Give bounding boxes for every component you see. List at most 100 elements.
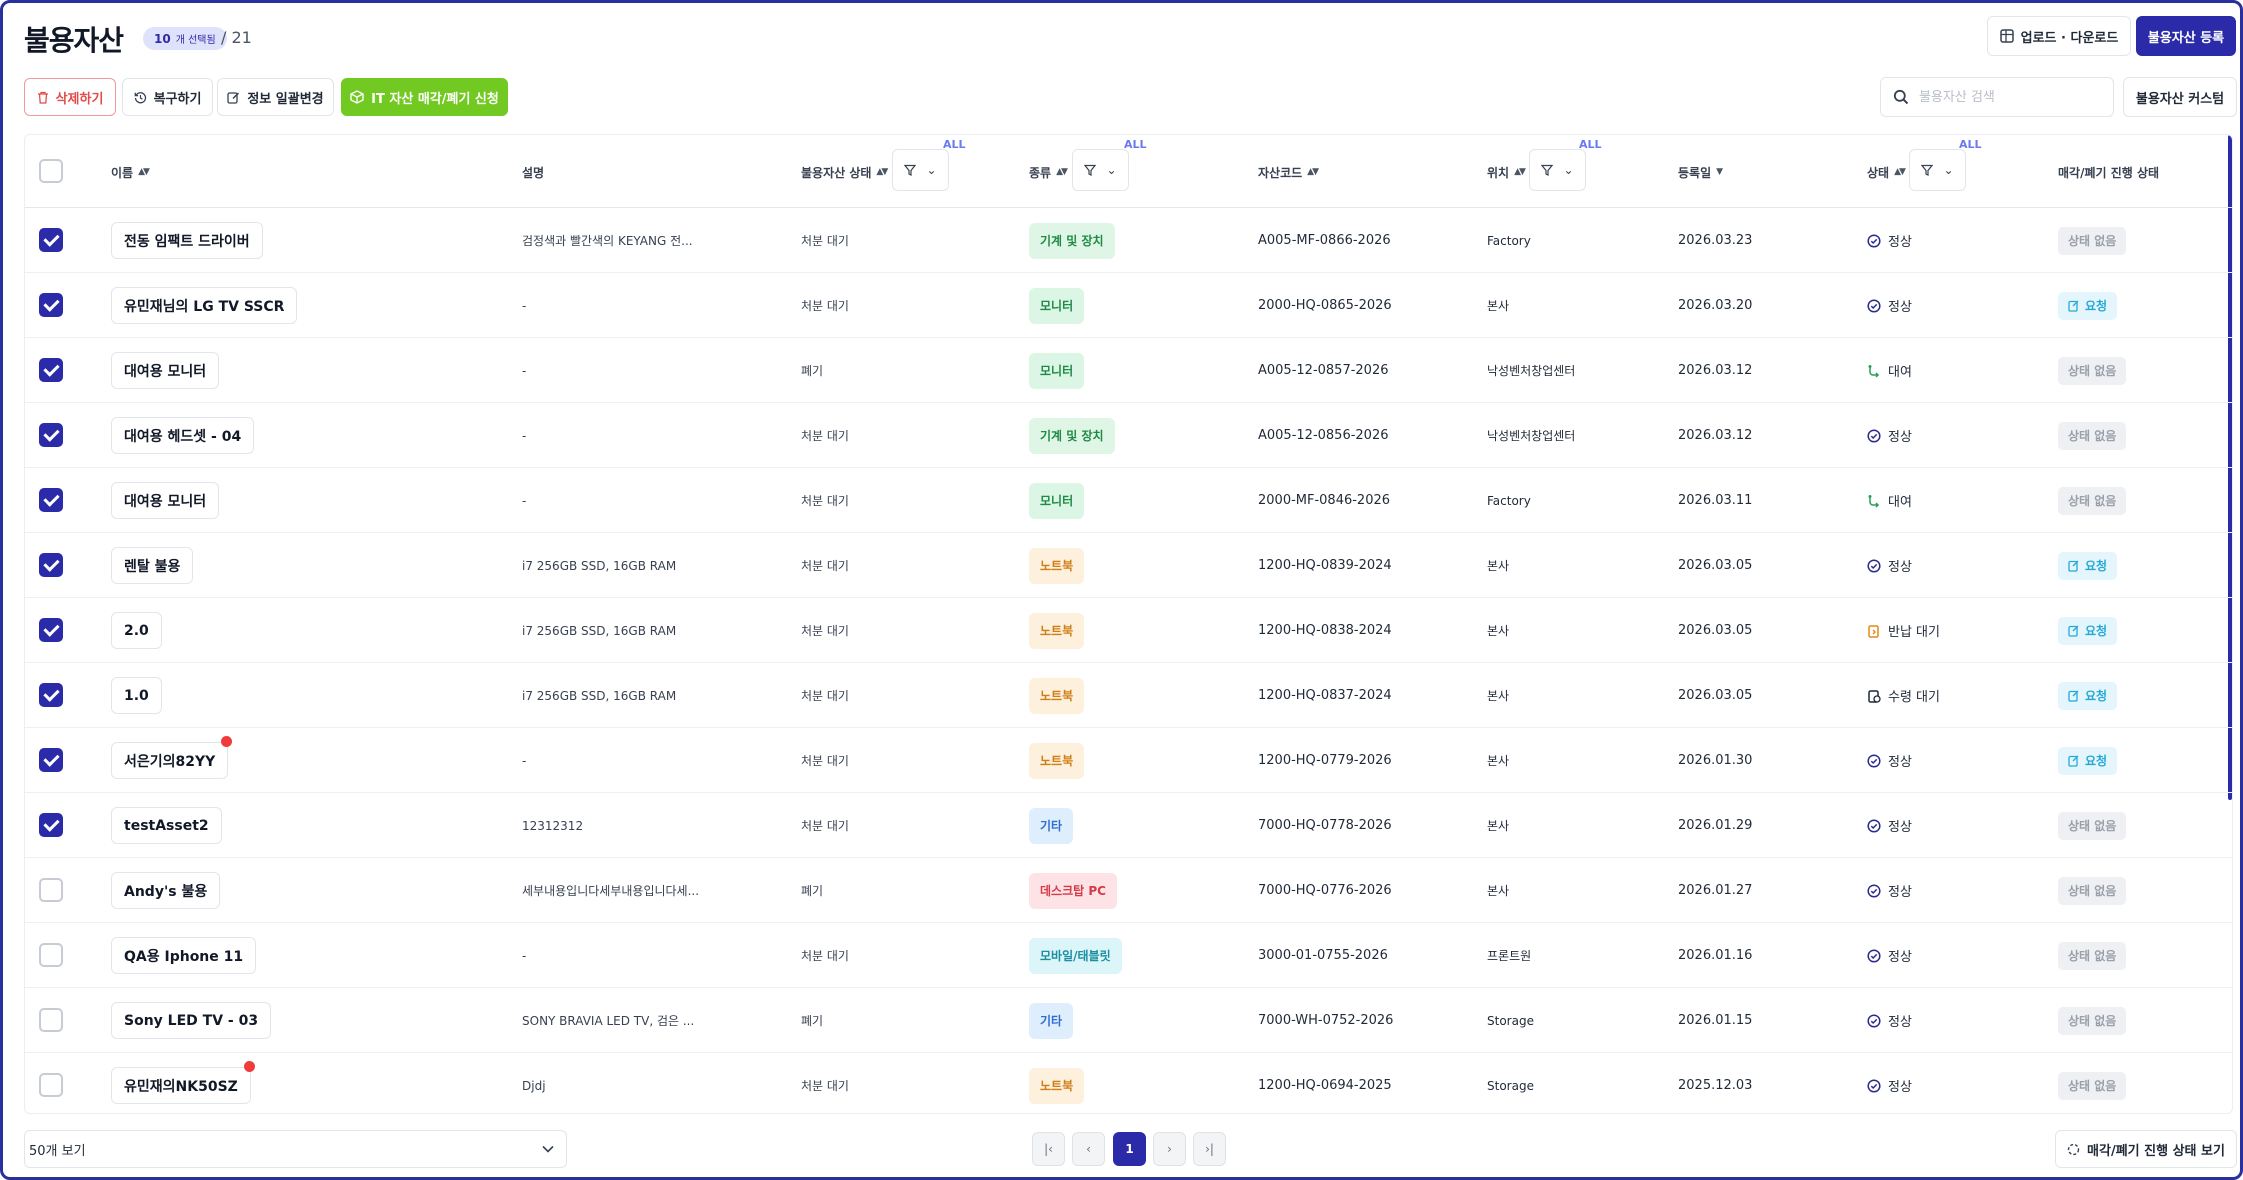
asset-name[interactable]: 대여용 모니터 [111,352,220,389]
restore-button[interactable]: 복구하기 [122,78,213,116]
progress-cell: 요청 [2058,598,2118,663]
prev-page-button[interactable]: ‹ [1072,1132,1105,1166]
upload-download-button[interactable]: 업로드 · 다운로드 [1987,16,2131,56]
customize-button[interactable]: 불용자산 커스텀 [2123,77,2237,117]
row-checkbox[interactable] [39,358,63,382]
row-checkbox[interactable] [39,293,63,317]
asset-name[interactable]: Sony LED TV - 03 [111,1002,272,1039]
status-cell: 정상 [1867,403,1912,468]
asset-name[interactable]: 2.0 [111,612,162,649]
kind-cell: 모바일/태블릿 [1029,923,1122,988]
table-row[interactable]: 서은기의82YY - 처분 대기 노트북 1200-HQ-0779-2026 본사 2026… [25,728,2232,793]
table-row[interactable]: 전동 임팩트 드라이버 검정색과 빨간색의 KEYANG 전... 처분 대기 기계 … [25,208,2232,273]
filter-icon [1084,164,1097,176]
delete-button[interactable]: 삭제하기 [24,78,116,116]
it-disposal-request-button[interactable]: IT 자산 매각/폐기 신청 [341,78,508,116]
table-row[interactable]: 1.0 i7 256GB SSD, 16GB RAM 처분 대기 노트북 1200-HQ… [25,663,2232,728]
asset-name[interactable]: 대여용 모니터 [111,482,220,519]
asset-name[interactable]: 유민재님의 LG TV SSCR [111,287,298,324]
table-row[interactable]: 대여용 모니터 - 처분 대기 모니터 2000-MF-0846-2026 Factory… [25,468,2232,533]
asset-name-label: testAsset2 [124,817,209,834]
row-checkbox[interactable] [39,488,63,512]
table-row[interactable]: QA용 Iphone 11 - 처분 대기 모바일/태블릿 3000-01-0755-2… [25,923,2232,988]
row-checkbox[interactable] [39,618,63,642]
status-label: 정상 [1888,300,1912,315]
search-field[interactable] [1880,77,2114,117]
asset-name[interactable]: 렌탈 불용 [111,547,194,584]
row-checkbox[interactable] [39,423,63,447]
row-checkbox[interactable] [39,1073,63,1097]
asset-location: 본사 [1487,299,1510,313]
column-name[interactable]: 이름 ▲▼ [111,161,150,183]
asset-location: 본사 [1487,559,1510,573]
row-checkbox[interactable] [39,553,63,577]
asset-name[interactable]: 1.0 [111,677,162,714]
column-registered[interactable]: 등록일 ▼ [1678,161,1723,183]
table-row[interactable]: 유민재님의 LG TV SSCR - 처분 대기 모니터 2000-HQ-0865-20… [25,273,2232,338]
last-page-button[interactable]: ›| [1193,1132,1226,1166]
column-kind[interactable]: 종류 ▲▼ [1029,161,1068,183]
row-checkbox[interactable] [39,228,63,252]
row-checkbox[interactable] [39,878,63,902]
asset-name[interactable]: 서은기의82YY [111,742,229,779]
per-page-select[interactable]: 50개 보기 [24,1130,567,1168]
table-row[interactable]: 2.0 i7 256GB SSD, 16GB RAM 처분 대기 노트북 1200-HQ… [25,598,2232,663]
history-icon [134,91,146,103]
progress-badge: 상태 없음 [2058,226,2127,255]
column-disposal-status[interactable]: 불용자산 상태 ▲▼ [801,161,888,183]
kind-cell: 노트북 [1029,533,1085,598]
progress-cell: 상태 없음 [2058,1053,2127,1113]
row-checkbox[interactable] [39,748,63,772]
asset-name[interactable]: Andy's 불용 [111,872,221,909]
progress-view-button[interactable]: 매각/폐기 진행 상태 보기 [2055,1130,2237,1168]
table-row[interactable]: 대여용 헤드셋 - 04 - 처분 대기 기계 및 장치 A005-12-0856-20… [25,403,2232,468]
row-checkbox[interactable] [39,683,63,707]
table-row[interactable]: 대여용 모니터 - 폐기 모니터 A005-12-0857-2026 낙성벤처창업센터 20… [25,338,2232,403]
chevron-down-icon: ⌄ [1943,163,1954,177]
table-row[interactable]: Andy's 불용 세부내용입니다세부내용입니다세... 폐기 데스크탑 PC 7000… [25,858,2232,923]
asset-code: A005-12-0857-2026 [1258,363,1389,378]
disposal-status: 처분 대기 [801,234,849,248]
column-registered-label: 등록일 [1678,165,1712,180]
registered-date: 2025.12.03 [1678,1078,1753,1093]
disposal-status-filter[interactable]: ⌄ [892,149,949,191]
asset-code: 1200-HQ-0837-2024 [1258,688,1392,703]
kind-filter[interactable]: ⌄ [1072,149,1129,191]
progress-badge: 상태 없음 [2058,486,2127,515]
asset-name[interactable]: 유민재의NK50SZ [111,1067,251,1104]
column-asset-code[interactable]: 자산코드 ▲▼ [1258,161,1319,183]
disposal-status: 폐기 [801,884,824,898]
status-filter[interactable]: ⌄ [1909,149,1966,191]
location-filter[interactable]: ⌄ [1529,149,1586,191]
table-row[interactable]: 유민재의NK50SZ Djdj 처분 대기 노트북 1200-HQ-0694-2025 S… [25,1053,2232,1113]
column-progress-label: 매각/폐기 진행 상태 [2058,165,2160,180]
asset-name[interactable]: testAsset2 [111,807,222,844]
table-row[interactable]: 렌탈 불용 i7 256GB SSD, 16GB RAM 처분 대기 노트북 1200-… [25,533,2232,598]
select-all-checkbox[interactable] [39,159,63,183]
page-button-current[interactable]: 1 [1113,1132,1146,1166]
row-checkbox[interactable] [39,813,63,837]
asset-name[interactable]: 대여용 헤드셋 - 04 [111,417,255,454]
table-row[interactable]: testAsset2 12312312 처분 대기 기타 7000-HQ-0778-20… [25,793,2232,858]
progress-cell: 상태 없음 [2058,208,2127,273]
request-icon [2068,755,2079,767]
it-disposal-request-label: IT 자산 매각/폐기 신청 [371,91,499,107]
loading-icon [2067,1143,2080,1155]
sort-icon: ▲▼ [1514,167,1526,177]
row-checkbox[interactable] [39,1008,63,1032]
search-input[interactable] [1919,89,2089,105]
row-checkbox[interactable] [39,943,63,967]
asset-name[interactable]: QA용 Iphone 11 [111,937,257,974]
asset-code: 7000-WH-0752-2026 [1258,1013,1394,1028]
progress-badge: 요청 [2058,291,2118,320]
progress-cell: 요청 [2058,273,2118,338]
column-status[interactable]: 상태 ▲▼ [1867,161,1906,183]
bulk-edit-button[interactable]: 정보 일괄변경 [217,78,334,116]
first-page-button[interactable]: |‹ [1032,1132,1065,1166]
next-page-button[interactable]: › [1153,1132,1186,1166]
column-location[interactable]: 위치 ▲▼ [1487,161,1526,183]
register-asset-button[interactable]: 불용자산 등록 [2136,16,2236,56]
filter-all-tag: ALL [1959,138,1982,151]
table-row[interactable]: Sony LED TV - 03 SONY BRAVIA LED TV, 검은 .… [25,988,2232,1053]
asset-name[interactable]: 전동 임팩트 드라이버 [111,222,263,259]
